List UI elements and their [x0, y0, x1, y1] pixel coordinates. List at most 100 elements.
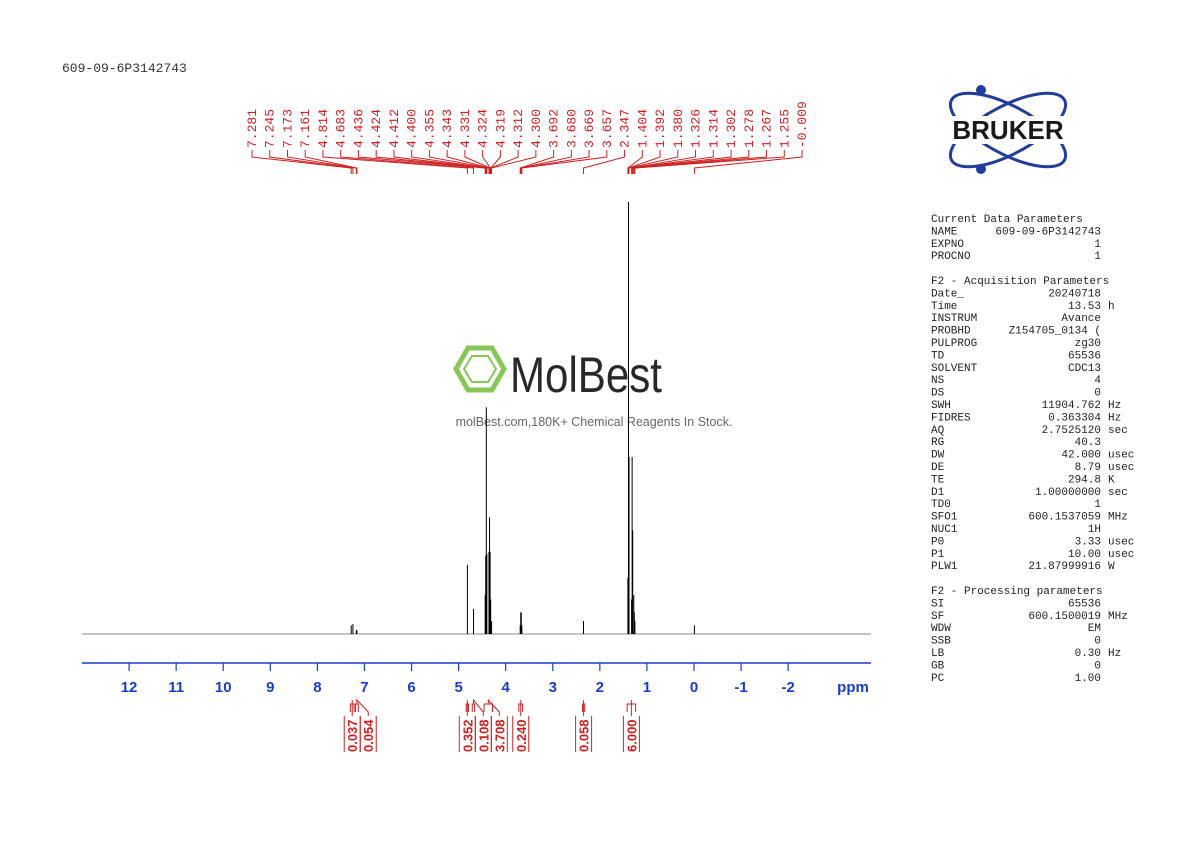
parameter-name: TD: [931, 350, 945, 362]
parameter-name: WDW: [931, 623, 951, 635]
logo-dot: [976, 164, 986, 174]
peak-connector: [269, 150, 354, 174]
peak-connector: [634, 150, 785, 174]
peak-label: 4.324: [476, 109, 491, 148]
parameter-value: 3.33: [1075, 536, 1101, 548]
peak-connector: [357, 150, 486, 174]
parameter-unit: MHz: [1108, 611, 1128, 623]
parameter-name: RG: [931, 437, 944, 449]
integral-bracket: [483, 703, 494, 712]
peak-label: 7.173: [280, 109, 295, 148]
parameter-value: 0: [1094, 660, 1101, 672]
peak-label: 4.814: [316, 109, 331, 148]
watermark-icon: [462, 355, 498, 383]
peak-label: 4.343: [440, 109, 455, 148]
parameter-unit: usec: [1108, 536, 1134, 548]
x-tick-label: 10: [215, 679, 232, 696]
peak-connector: [304, 150, 358, 174]
x-axis-label: ppm: [837, 679, 869, 696]
bruker-logo: BRUKER: [928, 85, 1090, 174]
parameter-unit: K: [1108, 474, 1115, 486]
parameter-value: 13.53: [1068, 301, 1101, 313]
integral-lead: [356, 698, 369, 716]
parameter-name: INSTRUM: [931, 313, 977, 325]
parameter-value: 65536: [1068, 598, 1101, 610]
peak-label: 2.347: [618, 109, 633, 148]
parameter-value: 600.1537059: [1028, 512, 1101, 524]
watermark: MolBest molBest.com,180K+ Chemical Reage…: [453, 345, 733, 429]
parameter-value: 0: [1094, 388, 1101, 400]
peak-connector: [490, 150, 501, 174]
peak-connector: [520, 150, 590, 174]
integral-label: 0.037: [345, 719, 360, 752]
parameter-value: CDC13: [1068, 363, 1101, 375]
integral-label: 0.054: [361, 719, 376, 752]
parameter-value: 1: [1094, 239, 1101, 251]
parameter-name: P0: [931, 536, 944, 548]
peak-connector: [583, 150, 626, 174]
peak-connector: [393, 150, 487, 174]
peak-label: 3.692: [547, 109, 562, 148]
peak-connector: [519, 150, 555, 174]
parameter-value: 294.8: [1068, 474, 1101, 486]
parameter-name: PROBHD: [931, 326, 971, 338]
parameter-value: 1: [1094, 251, 1101, 263]
parameter-unit: MHz: [1108, 512, 1128, 524]
peak-label: 4.355: [422, 109, 437, 148]
parameter-unit: sec: [1108, 487, 1128, 499]
peak-label: 4.683: [334, 109, 349, 148]
parameter-value: Avance: [1061, 313, 1101, 325]
x-tick-label: 3: [549, 679, 557, 696]
peak-label: 1.326: [689, 109, 704, 148]
parameter-name: SF: [931, 611, 944, 623]
peak-label: 4.331: [458, 109, 473, 148]
x-tick-label: 1: [643, 679, 651, 696]
peak-connector: [428, 150, 490, 174]
integral-label: 0.240: [514, 719, 529, 752]
parameter-name: NS: [931, 375, 945, 387]
parameter-value: 42.000: [1061, 450, 1101, 462]
peak-connector: [631, 150, 697, 174]
integral-bracket: [471, 703, 476, 712]
peak-connector: [446, 150, 491, 174]
parameter-value: 609-09-6P3142743: [995, 226, 1101, 238]
integral-label: 3.708: [492, 719, 507, 752]
peak-label: 4.436: [351, 109, 366, 148]
peak-connector: [627, 150, 661, 174]
peak-connector: [286, 150, 357, 174]
parameter-unit: Hz: [1108, 412, 1121, 424]
peak-label: 3.680: [564, 109, 579, 148]
peak-label: 4.400: [405, 109, 420, 148]
peak-label: 7.245: [263, 109, 278, 148]
x-tick-label: 11: [168, 679, 184, 696]
sample-title: 609-09-6P3142743: [62, 61, 187, 76]
parameter-value: 20240718: [1048, 288, 1101, 300]
peak-label: 1.314: [706, 109, 721, 148]
parameter-value: 1: [1094, 499, 1101, 511]
parameter-unit: Hz: [1108, 648, 1121, 660]
parameter-name: P1: [931, 549, 945, 561]
parameter-value: 1.00000000: [1035, 487, 1101, 499]
parameter-name: Date_: [931, 288, 964, 300]
parameter-name: SI: [931, 598, 944, 610]
parameter-value: 2.7525120: [1042, 425, 1101, 437]
parameter-name: LB: [931, 648, 945, 660]
parameter-value: 10.00: [1068, 549, 1101, 561]
watermark-tagline: molBest.com,180K+ Chemical Reagents In S…: [456, 415, 733, 429]
parameter-name: SSB: [931, 636, 951, 648]
x-tick-label: 9: [266, 679, 274, 696]
peak-label: 4.424: [369, 109, 384, 148]
peak-label: 1.278: [742, 109, 757, 148]
parameter-name: NUC1: [931, 524, 958, 536]
integral-bracket: [355, 703, 359, 712]
parameter-name: TD0: [931, 499, 951, 511]
x-tick-label: -2: [781, 679, 794, 696]
peak-connector: [627, 150, 643, 174]
peak-label: 3.657: [600, 109, 615, 148]
peak-connector: [632, 150, 732, 174]
peak-connector: [251, 150, 352, 174]
peak-label: 1.404: [635, 109, 650, 148]
peak-label: 1.302: [724, 109, 739, 148]
parameter-unit: sec: [1108, 425, 1128, 437]
